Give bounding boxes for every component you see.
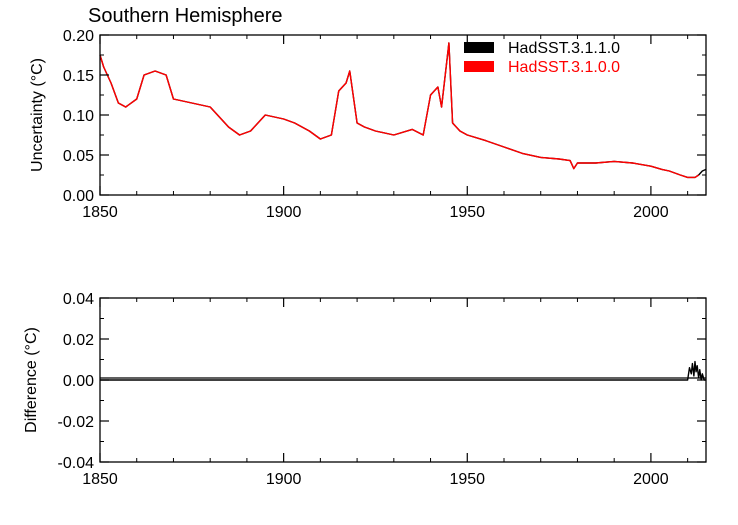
chart-title: Southern Hemisphere bbox=[88, 5, 283, 27]
uncertainty-y-tick-label: 0.15 bbox=[63, 68, 94, 85]
uncertainty-x-tick-label: 2000 bbox=[633, 204, 669, 221]
legend-swatch-hadsst-3100 bbox=[464, 61, 494, 72]
difference-x-tick-label: 1950 bbox=[449, 471, 485, 488]
legend-label-hadsst-3100: HadSST.3.1.0.0 bbox=[508, 59, 620, 76]
legend: HadSST.3.1.1.0 HadSST.3.1.0.0 bbox=[464, 40, 620, 76]
difference-x-tick-label: 2000 bbox=[633, 471, 669, 488]
uncertainty-x-tick-label: 1950 bbox=[449, 204, 485, 221]
uncertainty-x-tick-label: 1900 bbox=[266, 204, 302, 221]
legend-label-hadsst-3110: HadSST.3.1.1.0 bbox=[508, 40, 620, 57]
difference-x-tick-label: 1900 bbox=[266, 471, 302, 488]
difference-y-tick-label: 0.02 bbox=[63, 332, 94, 349]
uncertainty-series-line-1 bbox=[99, 42, 700, 179]
uncertainty-y-ticks: 0.00 0.05 0.10 0.15 0.20 bbox=[63, 28, 706, 205]
legend-swatch-hadsst-3110 bbox=[464, 42, 494, 53]
difference-y-tick-label: 0.04 bbox=[63, 291, 94, 308]
difference-chart: 1850 1900 1950 2000 -0.04-0.020.000.020.04 … bbox=[23, 291, 707, 488]
difference-y-tick-label: -0.02 bbox=[58, 414, 95, 431]
uncertainty-y-axis-label: Uncertainty (°C) bbox=[29, 58, 46, 172]
difference-series-group bbox=[100, 360, 706, 381]
legend-item-hadsst-3110: HadSST.3.1.1.0 bbox=[464, 40, 620, 57]
difference-y-ticks: -0.04 -0.02 0.00 0.02 0.04 bbox=[58, 291, 706, 472]
uncertainty-series-group bbox=[99, 42, 707, 179]
uncertainty-x-tick-label: 1850 bbox=[82, 204, 118, 221]
difference-x-ticks: 1850 1900 1950 2000 bbox=[82, 298, 689, 488]
uncertainty-y-tick-label: 0.00 bbox=[63, 188, 94, 205]
uncertainty-y-tick-label: 0.10 bbox=[63, 108, 94, 125]
uncertainty-chart: Southern Hemisphere 1850 1900 1950 2000 0.0… bbox=[29, 5, 707, 221]
uncertainty-y-tick-label: 0.05 bbox=[63, 148, 94, 165]
difference-series-line-0 bbox=[100, 360, 706, 381]
uncertainty-y-tick-label: 0.20 bbox=[63, 28, 94, 45]
difference-y-tick-label: -0.04 bbox=[58, 455, 95, 472]
difference-x-tick-label: 1850 bbox=[82, 471, 118, 488]
legend-item-hadsst-3100: HadSST.3.1.0.0 bbox=[464, 59, 620, 76]
difference-y-tick-label: 0.00 bbox=[63, 373, 94, 390]
difference-y-axis-label: Difference (°C) bbox=[23, 327, 40, 433]
